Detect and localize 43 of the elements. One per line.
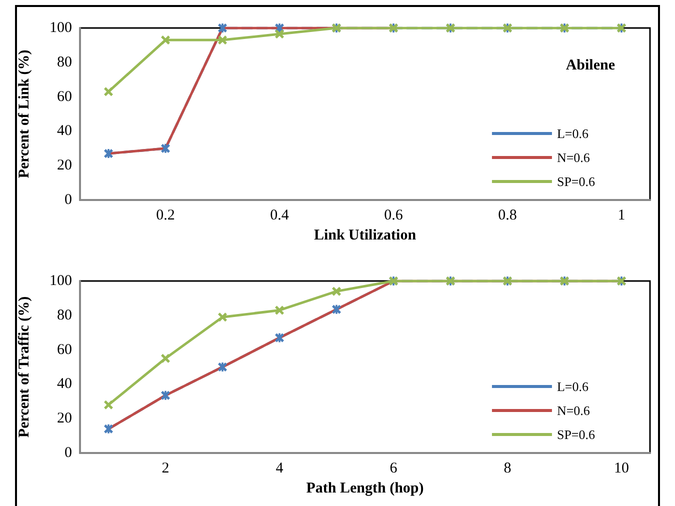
x-tick-label: 0.6 xyxy=(384,208,404,224)
x-tick-label: 0.2 xyxy=(156,208,175,224)
legend-label: SP=0.6 xyxy=(556,174,596,189)
y-tick-label: 20 xyxy=(57,158,72,174)
annotation: Abilene xyxy=(566,58,616,74)
y-tick-label: 40 xyxy=(57,123,72,140)
point xyxy=(332,286,341,296)
point xyxy=(161,354,170,363)
legend-label: N=0.6 xyxy=(556,403,590,418)
y-tick-label: 100 xyxy=(50,273,72,289)
x-tick-label: 0.4 xyxy=(270,208,290,224)
x-tick-label: 8 xyxy=(504,460,512,476)
point xyxy=(161,36,170,45)
x-tick-label: 1 xyxy=(618,208,626,224)
x-tick-label: 10 xyxy=(614,460,629,476)
x-tick-label: 6 xyxy=(390,460,398,476)
y-axis-title: Percent of Traffic (%) xyxy=(16,296,32,438)
y-tick-label: 0 xyxy=(64,445,72,461)
point xyxy=(275,306,284,315)
y-tick-label: 60 xyxy=(57,342,72,358)
point xyxy=(104,400,113,410)
legend-label: L=0.6 xyxy=(556,379,589,394)
legend-label: L=0.6 xyxy=(556,126,589,141)
y-axis-title: Percent of Link (%) xyxy=(16,50,32,178)
x-tick-label: 2 xyxy=(162,460,170,476)
point xyxy=(275,333,284,342)
x-axis-title: Link Utilization xyxy=(314,228,417,244)
point xyxy=(218,36,227,45)
y-tick-label: 20 xyxy=(57,410,72,427)
point xyxy=(275,30,284,39)
y-tick-label: 0 xyxy=(64,192,72,208)
y-tick-label: 80 xyxy=(57,307,72,324)
legend-label: N=0.6 xyxy=(556,150,590,165)
y-tick-label: 40 xyxy=(57,376,72,392)
legend-label: SP=0.6 xyxy=(556,427,596,442)
y-tick-label: 60 xyxy=(57,88,72,105)
y-tick-label: 80 xyxy=(57,54,72,70)
x-tick-label: 0.8 xyxy=(498,208,517,224)
x-axis-title: Path Length (hop) xyxy=(306,480,424,496)
point xyxy=(218,312,227,322)
point xyxy=(104,87,113,96)
y-tick-label: 100 xyxy=(50,20,72,36)
x-tick-label: 4 xyxy=(276,460,284,476)
